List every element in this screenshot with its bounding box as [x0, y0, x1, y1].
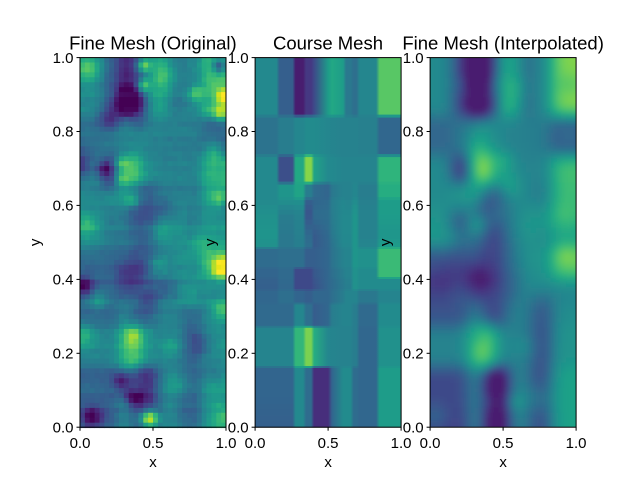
svg-text:0.6: 0.6 [228, 198, 249, 215]
svg-text:y: y [27, 238, 44, 246]
svg-text:0.8: 0.8 [403, 124, 424, 141]
svg-text:0.0: 0.0 [70, 435, 91, 452]
svg-text:y: y [202, 238, 219, 246]
svg-text:x: x [499, 454, 507, 471]
svg-text:0.4: 0.4 [403, 272, 424, 289]
svg-text:0.2: 0.2 [403, 346, 424, 363]
svg-text:1.0: 1.0 [391, 435, 412, 452]
svg-text:0.4: 0.4 [53, 272, 74, 289]
svg-text:y: y [377, 238, 394, 246]
svg-text:x: x [324, 454, 332, 471]
svg-text:1.0: 1.0 [53, 50, 74, 67]
svg-text:0.0: 0.0 [403, 419, 424, 436]
svg-text:x: x [149, 454, 157, 471]
svg-text:0.6: 0.6 [53, 198, 74, 215]
svg-text:Fine Mesh (Original): Fine Mesh (Original) [69, 33, 237, 54]
svg-text:0.8: 0.8 [228, 124, 249, 141]
svg-text:0.0: 0.0 [228, 419, 249, 436]
svg-text:0.2: 0.2 [53, 346, 74, 363]
svg-text:1.0: 1.0 [566, 435, 587, 452]
svg-text:0.0: 0.0 [245, 435, 266, 452]
svg-text:0.5: 0.5 [143, 435, 164, 452]
svg-text:0.2: 0.2 [228, 346, 249, 363]
svg-text:0.6: 0.6 [403, 198, 424, 215]
svg-text:1.0: 1.0 [403, 50, 424, 67]
svg-text:0.0: 0.0 [53, 419, 74, 436]
svg-text:Fine Mesh (Interpolated): Fine Mesh (Interpolated) [402, 33, 604, 54]
svg-text:0.5: 0.5 [493, 435, 514, 452]
svg-text:0.8: 0.8 [53, 124, 74, 141]
svg-text:1.0: 1.0 [216, 435, 237, 452]
svg-text:Course Mesh: Course Mesh [273, 33, 383, 54]
svg-text:1.0: 1.0 [228, 50, 249, 67]
svg-text:0.4: 0.4 [228, 272, 249, 289]
svg-text:0.5: 0.5 [318, 435, 339, 452]
svg-text:0.0: 0.0 [420, 435, 441, 452]
